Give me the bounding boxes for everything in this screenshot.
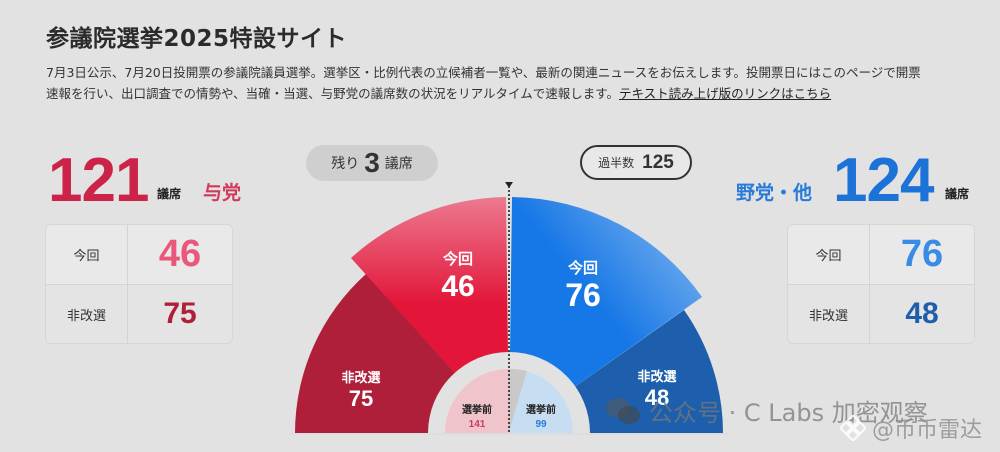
opposition-seats-unit: 議席 <box>945 187 970 201</box>
majority-badge: 過半数 125 <box>580 145 692 180</box>
opposition-current-value: 76 <box>900 233 944 275</box>
ruling-row-noncontest: 非改選 75 <box>46 284 232 343</box>
ruling-breakdown-table: 今回 46 非改選 75 <box>46 225 232 343</box>
wechat-icon <box>606 397 640 424</box>
ruling-current-chart-value: 46 <box>441 270 474 303</box>
opposition-party-label: 野党・他 <box>736 182 813 204</box>
opposition-noncontest-chart-value: 48 <box>645 385 669 410</box>
ruling-total-seats: 121 <box>48 146 149 215</box>
weibo-watermark: @币币雷达 <box>840 412 982 444</box>
ruling-noncontest-value: 75 <box>163 297 197 330</box>
ruling-noncontest-chart-value: 75 <box>349 386 373 411</box>
opposition-current-chart-value: 76 <box>565 277 601 313</box>
wechat-watermark-text: 公众号 · C Labs 加密观察 <box>649 399 928 427</box>
ruling-party-label: 与党 <box>203 182 242 204</box>
page-description: 7月3日公示、7月20日投開票の参議院議員選挙。選挙区・比例代表の立候補者一覧や… <box>46 62 926 104</box>
remaining-seats-badge: 残り 3 議席 <box>306 145 438 181</box>
majority-marker-icon <box>505 182 513 188</box>
remaining-value: 3 <box>364 147 380 178</box>
remaining-prefix: 残り <box>331 156 360 172</box>
ruling-current-value: 46 <box>158 233 202 275</box>
description-text: 7月3日公示、7月20日投開票の参議院議員選挙。選挙区・比例代表の立候補者一覧や… <box>46 65 921 101</box>
row-label: 非改選 <box>46 285 128 343</box>
ruling-pre-value: 141 <box>469 419 486 430</box>
ruling-pre-label: 選挙前 <box>462 403 492 416</box>
opposition-row-noncontest: 非改選 48 <box>788 284 974 343</box>
opposition-pre-value: 99 <box>535 419 547 430</box>
weibo-watermark-text: @币币雷达 <box>872 418 983 443</box>
ruling-noncontest-label: 非改選 <box>341 370 380 386</box>
binance-logo-icon <box>840 415 866 441</box>
opposition-noncontest-label: 非改選 <box>637 369 676 385</box>
row-label: 非改選 <box>788 285 870 343</box>
row-label: 今回 <box>46 225 128 284</box>
row-label: 今回 <box>788 225 870 284</box>
text-reader-link[interactable]: テキスト読み上げ版のリンクはこちら <box>619 86 832 101</box>
remaining-pre-slice <box>509 368 527 433</box>
remaining-suffix: 議席 <box>384 156 413 172</box>
opposition-noncontest-value: 48 <box>905 297 939 330</box>
opposition-total-seats: 124 <box>833 146 934 215</box>
wechat-watermark: 公众号 · C Labs 加密观察 <box>605 393 928 428</box>
majority-label: 過半数 <box>598 156 635 170</box>
opposition-row-current: 今回 76 <box>788 225 974 284</box>
ruling-current-label: 今回 <box>442 250 473 268</box>
ruling-seats-unit: 議席 <box>157 187 182 201</box>
opposition-pre-election-slice <box>509 371 574 433</box>
page-title: 参議院選挙2025特設サイト <box>46 26 348 52</box>
ruling-pre-election-slice <box>445 369 509 433</box>
majority-value: 125 <box>642 151 674 173</box>
opposition-breakdown-table: 今回 76 非改選 48 <box>788 225 974 343</box>
ruling-row-current: 今回 46 <box>46 225 232 284</box>
opposition-pre-label: 選挙前 <box>526 403 556 416</box>
opposition-current-label: 今回 <box>567 259 598 277</box>
